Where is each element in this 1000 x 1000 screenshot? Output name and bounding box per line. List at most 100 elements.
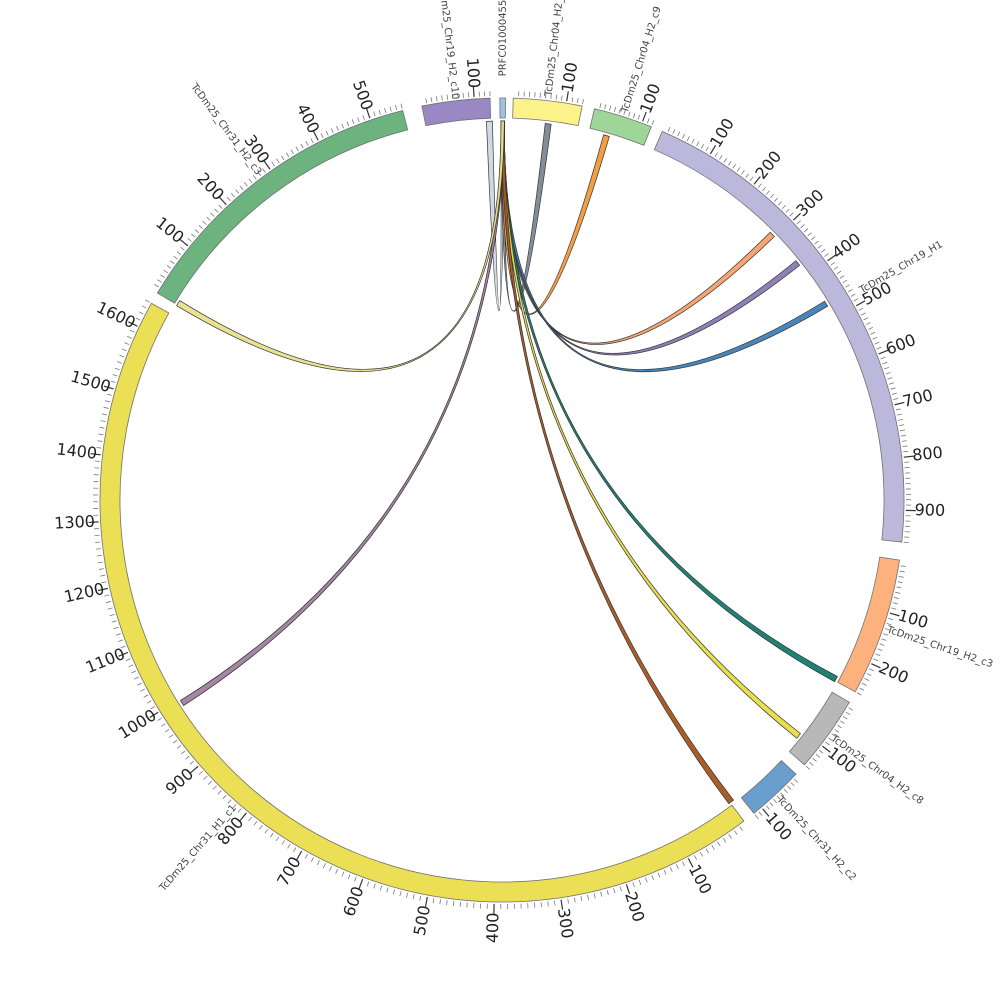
minor-tick [714, 152, 718, 157]
tick-label: 400 [828, 229, 864, 262]
minor-tick [842, 716, 848, 720]
minor-tick [128, 664, 134, 668]
major-tick [792, 212, 802, 221]
tick-label: 200 [751, 147, 785, 183]
minor-tick [181, 750, 186, 755]
link-tcdm25-chr31-h2-c3-10 [176, 120, 505, 372]
minor-tick [824, 253, 829, 257]
major-tick [855, 300, 866, 307]
minor-tick [202, 220, 207, 225]
major-tick [424, 896, 428, 907]
minor-tick [271, 161, 275, 167]
minor-tick [790, 782, 795, 787]
minor-tick [638, 879, 642, 885]
minor-tick [567, 898, 569, 904]
minor-tick [140, 688, 146, 692]
minor-tick [722, 837, 727, 843]
tick-label: 800 [911, 443, 943, 465]
minor-tick [814, 240, 819, 245]
minor-tick [873, 658, 879, 662]
minor-tick [329, 866, 332, 872]
major-tick [296, 850, 303, 860]
minor-tick [262, 168, 266, 173]
minor-tick [793, 778, 799, 783]
minor-tick [335, 868, 339, 874]
minor-tick [765, 805, 770, 810]
minor-tick [346, 121, 350, 127]
minor-tick [124, 342, 130, 345]
minor-tick [696, 141, 700, 147]
segment-label-tcdm25-chr31-h2-c3: TcDm25_Chr31_H2_c3 [188, 81, 264, 177]
minor-tick [386, 887, 389, 893]
minor-tick [870, 331, 876, 335]
minor-tick [892, 602, 898, 605]
minor-tick [180, 246, 185, 251]
minor-tick [888, 617, 894, 621]
link-tcdm25-chr31-h1-c1-8 [500, 120, 734, 805]
major-tick [642, 111, 647, 122]
minor-tick [310, 138, 314, 144]
minor-tick [749, 176, 754, 182]
minor-tick [129, 329, 135, 333]
minor-tick [432, 898, 435, 904]
segment-tcdm25-chr19-h2-c3 [837, 556, 900, 693]
minor-tick [373, 883, 376, 889]
tick-label: 200 [876, 658, 912, 688]
minor-tick [446, 900, 448, 906]
labels-layer: TcDm25_Chr19_H2_c10 PRFC01000455 TcDm25_Ch… [157, 0, 994, 894]
minor-tick [883, 633, 889, 636]
minor-tick [141, 305, 147, 309]
tick-label: 400 [293, 101, 324, 137]
minor-tick [895, 408, 901, 411]
minor-tick [163, 269, 169, 274]
major-tick [566, 91, 569, 102]
minor-tick [839, 275, 845, 279]
minor-tick [691, 138, 695, 144]
minor-tick [672, 129, 676, 135]
minor-tick [856, 692, 862, 696]
major-tick [219, 196, 227, 206]
minor-tick [322, 863, 326, 869]
minor-tick [98, 433, 104, 436]
minor-tick [758, 811, 763, 816]
segment-tcdm25-chr04-h2-c8 [788, 691, 850, 766]
minor-tick [157, 717, 163, 721]
minor-tick [101, 581, 107, 584]
minor-tick [560, 95, 563, 101]
minor-tick [836, 270, 842, 275]
major-tick [894, 401, 905, 406]
minor-tick [805, 765, 811, 770]
major-tick [88, 521, 99, 524]
minor-tick [604, 104, 607, 110]
minor-tick [189, 760, 195, 765]
minor-tick [780, 792, 785, 797]
minor-tick [711, 845, 715, 850]
minor-tick [244, 182, 248, 187]
minor-tick [693, 855, 698, 860]
minor-tick [435, 96, 438, 102]
minor-tick [146, 700, 152, 704]
minor-tick [135, 317, 141, 321]
minor-tick [903, 541, 909, 544]
minor-tick [736, 167, 741, 172]
minor-tick [97, 440, 103, 442]
segment-tcdm25-chr19-h2-c10 [421, 97, 492, 127]
minor-tick [389, 106, 392, 112]
minor-tick [103, 406, 109, 409]
minor-tick [212, 785, 217, 790]
major-tick [871, 663, 881, 669]
tick-label: 1000 [115, 705, 160, 743]
minor-tick [776, 795, 781, 800]
tick-label: 1100 [83, 644, 128, 677]
minor-tick [430, 97, 433, 103]
minor-tick [700, 143, 705, 149]
minor-tick [154, 284, 159, 288]
minor-tick [347, 874, 351, 880]
minor-tick [194, 229, 200, 234]
minor-tick [439, 899, 441, 905]
minor-tick [107, 607, 113, 610]
minor-tick [341, 871, 345, 877]
tick-label: 100 [463, 57, 484, 89]
minor-tick [580, 896, 583, 902]
